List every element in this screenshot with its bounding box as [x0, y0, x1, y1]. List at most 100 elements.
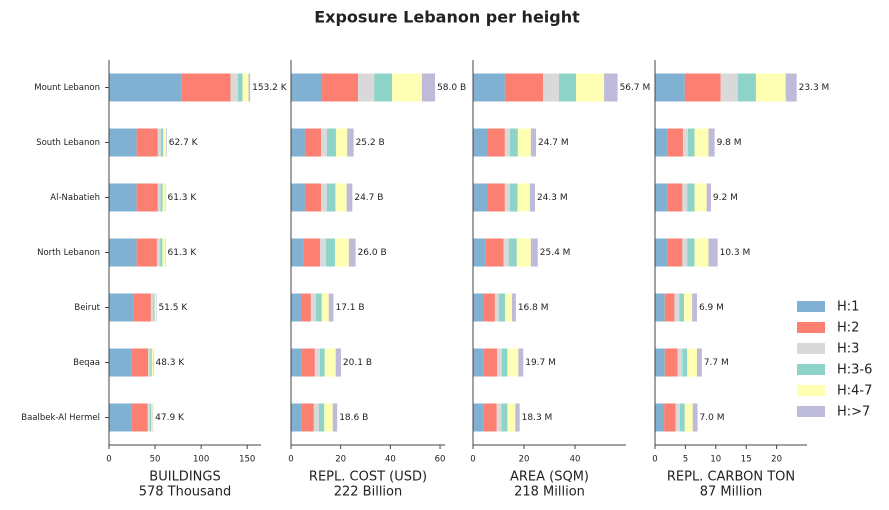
bar-segment — [655, 403, 665, 432]
bar-segment — [319, 348, 325, 377]
x-axis-label: 87 Million — [700, 485, 763, 500]
bar-segment — [483, 403, 497, 432]
bar-segment — [504, 183, 510, 212]
total-label: 26.0 B — [358, 248, 387, 258]
bar-segment — [151, 403, 153, 432]
bar-segment — [473, 238, 486, 267]
bar-segment — [684, 73, 721, 102]
bar-segment — [473, 293, 483, 322]
y-tick-label: South Lebanon — [36, 138, 100, 148]
bar-segment — [358, 73, 375, 102]
bar-segment — [332, 403, 338, 432]
bar-segment — [501, 348, 508, 377]
x-tick-label: 0 — [288, 455, 293, 465]
legend-label: H:4-7 — [837, 384, 872, 399]
bar-segment — [156, 238, 161, 267]
bar-segment — [321, 128, 328, 157]
bar-segment — [499, 293, 506, 322]
bar-segment — [515, 403, 520, 432]
bar-segment — [682, 238, 688, 267]
bar-segment — [166, 128, 167, 157]
bar-segment — [720, 73, 738, 102]
x-tick-label: 20 — [335, 455, 346, 465]
bar-segment — [133, 293, 151, 322]
bar-segment — [496, 403, 502, 432]
bar-segment — [687, 183, 695, 212]
x-axis-label: 218 Million — [514, 485, 585, 500]
bar-segment — [487, 183, 505, 212]
bar-segment — [487, 128, 505, 157]
bar-segment — [708, 238, 718, 267]
bar-segment — [136, 128, 158, 157]
bar-segment — [181, 73, 231, 102]
total-label: 25.2 B — [356, 138, 385, 148]
bar-segment — [687, 348, 697, 377]
bar-segment — [150, 348, 152, 377]
bar-segment — [291, 238, 304, 267]
bar-segment — [315, 293, 322, 322]
bar-segment — [321, 293, 329, 322]
total-label: 56.7 M — [620, 83, 651, 93]
bar-segment — [162, 238, 166, 267]
bar-segment — [136, 238, 157, 267]
bar-segment — [242, 73, 249, 102]
bar-segment — [675, 403, 680, 432]
bar-segment — [679, 293, 685, 322]
x-tick-label: 15 — [741, 455, 752, 465]
bar-segment — [109, 348, 132, 377]
bar-segment — [512, 293, 516, 322]
legend-label: H:1 — [837, 300, 859, 315]
x-tick-label: 60 — [435, 455, 446, 465]
bar-segment — [667, 183, 683, 212]
total-label: 16.8 M — [518, 303, 549, 313]
bar-segment — [157, 128, 162, 157]
bar-segment — [314, 348, 320, 377]
bar-segment — [655, 183, 668, 212]
bar-segment — [157, 183, 161, 212]
bar-segment — [313, 403, 319, 432]
legend-label: H:3 — [837, 342, 859, 357]
bar-segment — [248, 73, 251, 102]
total-label: 61.3 K — [167, 193, 197, 203]
total-label: 19.7 M — [525, 358, 556, 368]
total-label: 47.9 K — [155, 413, 185, 423]
y-tick-label: Mount Lebanon — [34, 83, 100, 93]
bar-segment — [291, 293, 301, 322]
bar-segment — [503, 238, 509, 267]
bar-segment — [346, 183, 353, 212]
bar-segment — [694, 128, 709, 157]
x-tick-label: 0 — [652, 455, 657, 465]
bar-segment — [326, 238, 335, 267]
bar-segment — [291, 183, 305, 212]
x-tick-label: 5 — [683, 455, 688, 465]
bar-segment — [543, 73, 559, 102]
bar-segment — [708, 128, 715, 157]
bar-segment — [291, 348, 302, 377]
bar-segment — [147, 403, 150, 432]
bar-segment — [517, 183, 530, 212]
y-tick-label: Beirut — [74, 303, 100, 313]
bar-segment — [497, 348, 502, 377]
total-label: 17.1 B — [335, 303, 364, 313]
x-axis-label: 578 Thousand — [139, 485, 232, 500]
x-tick-label: 40 — [570, 455, 581, 465]
bar-segment — [335, 348, 341, 377]
total-label: 61.3 K — [167, 248, 197, 258]
bar-segment — [304, 183, 322, 212]
bar-segment — [291, 73, 323, 102]
bar-segment — [507, 348, 519, 377]
bar-segment — [755, 73, 786, 102]
bar-segment — [324, 348, 336, 377]
total-label: 7.0 M — [700, 413, 725, 423]
total-label: 10.3 M — [720, 248, 751, 258]
bar-segment — [682, 348, 688, 377]
bar-segment — [517, 128, 531, 157]
bar-segment — [682, 183, 688, 212]
bar-segment — [508, 238, 517, 267]
bar-segment — [322, 73, 359, 102]
bar-segment — [473, 73, 505, 102]
bar-segment — [684, 403, 693, 432]
x-tick-label: 50 — [150, 455, 161, 465]
x-axis-label: 222 Billion — [334, 485, 403, 500]
bar-segment — [392, 73, 422, 102]
